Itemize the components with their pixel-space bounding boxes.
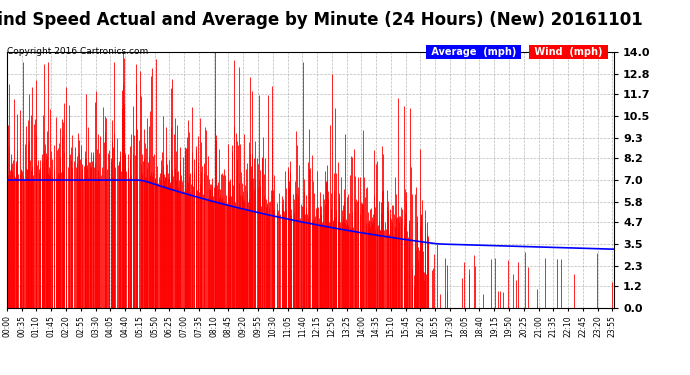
Text: Copyright 2016 Cartronics.com: Copyright 2016 Cartronics.com: [7, 47, 148, 56]
Text: Wind  (mph): Wind (mph): [531, 47, 607, 57]
Text: Average  (mph): Average (mph): [428, 47, 520, 57]
Text: Wind Speed Actual and Average by Minute (24 Hours) (New) 20161101: Wind Speed Actual and Average by Minute …: [0, 11, 642, 29]
